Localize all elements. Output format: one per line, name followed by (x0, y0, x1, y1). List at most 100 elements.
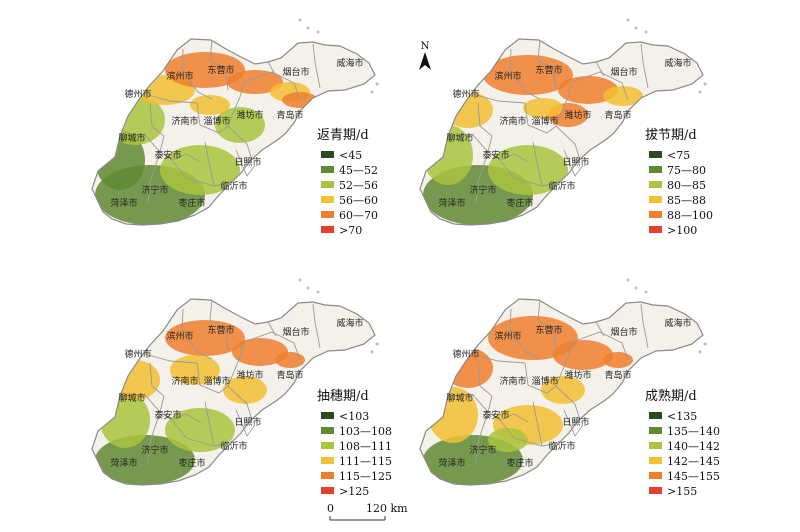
city-boundary (149, 102, 165, 153)
city-boundary (147, 411, 161, 464)
city-boundary (563, 149, 584, 177)
legend-swatch (649, 427, 662, 434)
city-boundary (447, 394, 529, 423)
city-label: 菏泽市 (438, 197, 465, 209)
legend-jointing: 拔节期/d <75 75—80 80—85 85—88 88—100 >100 (645, 128, 713, 237)
city-label: 济宁市 (469, 444, 496, 456)
city-boundary (227, 385, 253, 421)
city-boundary (243, 71, 301, 101)
city-boundary (571, 71, 629, 101)
scale-bar: 0 120 km (327, 502, 408, 521)
city-boundary (563, 409, 584, 437)
island (626, 278, 630, 282)
class-patch (170, 355, 220, 385)
city-boundary (475, 151, 489, 204)
island (370, 350, 374, 354)
city-boundary (524, 81, 573, 134)
city-boundary (555, 385, 581, 421)
city-boundary (209, 39, 229, 91)
city-label: 青岛市 (276, 109, 303, 121)
class-patch (165, 408, 235, 452)
class-patch (232, 338, 288, 366)
city-label: 滨州市 (166, 330, 193, 342)
city-label: 淄博市 (531, 375, 558, 387)
city-boundary (595, 321, 605, 337)
city-label: 东营市 (207, 64, 234, 76)
north-arrow: N (419, 41, 431, 70)
city-label: 烟台市 (282, 326, 309, 338)
city-label: 淄博市 (203, 115, 230, 127)
city-label: 济宁市 (469, 184, 496, 196)
legend-label: 80—85 (667, 179, 706, 192)
legend-swatch (649, 211, 662, 218)
city-label: 济南市 (171, 375, 198, 387)
city-boundary (312, 303, 321, 349)
city-label: 临沂市 (548, 180, 575, 192)
city-label: 潍坊市 (236, 109, 263, 121)
legend-label: 111—115 (339, 455, 392, 468)
city-label: 济南市 (499, 115, 526, 127)
legend-return-green: 返青期/d <45 45—52 52—56 56—60 60—70 >70 (317, 128, 378, 237)
city-label: 泰安市 (154, 409, 181, 421)
city-label: 聊城市 (446, 132, 473, 144)
city-boundary (499, 159, 560, 187)
city-label: 日照市 (562, 416, 589, 428)
city-label: 菏泽市 (438, 457, 465, 469)
legend-label: <103 (339, 410, 369, 423)
city-boundary (149, 362, 165, 413)
city-boundary (227, 125, 253, 161)
class-patch (215, 107, 265, 143)
city-boundary (640, 303, 649, 349)
class-patch (553, 340, 613, 370)
city-boundary (537, 299, 557, 351)
legend-label: 45—52 (339, 164, 378, 177)
class-patch (227, 70, 283, 94)
city-boundary (312, 43, 321, 89)
city-boundary (509, 48, 541, 100)
island (298, 18, 302, 22)
city-label: 聊城市 (446, 392, 473, 404)
city-label: 聊城市 (118, 392, 145, 404)
city-boundary (119, 134, 201, 163)
class-patch (541, 376, 585, 404)
class-patch (165, 320, 245, 356)
city-label: 滨州市 (166, 70, 193, 82)
island (316, 290, 320, 294)
legend-label: 135—140 (667, 425, 720, 438)
city-label: 德州市 (452, 348, 479, 360)
city-label: 日照市 (234, 156, 261, 168)
legend-swatch (649, 226, 662, 233)
legend-label: >100 (667, 224, 697, 237)
city-boundaries (447, 299, 649, 464)
island (306, 26, 310, 30)
city-label: 济南市 (171, 115, 198, 127)
scale-end-label: 120 km (366, 502, 408, 515)
class-patch (558, 76, 618, 104)
city-label: 潍坊市 (236, 369, 263, 381)
city-boundary (204, 141, 215, 187)
island (626, 18, 630, 22)
province-boundary (91, 298, 376, 486)
city-label: 临沂市 (220, 440, 247, 452)
city-boundary (196, 81, 245, 134)
legend-swatch (649, 457, 662, 464)
city-boundary (509, 308, 541, 360)
island (634, 26, 638, 30)
city-boundary (595, 61, 605, 77)
legend-swatch (321, 226, 334, 233)
legend-label: 145—155 (667, 470, 720, 483)
class-patch (603, 352, 633, 368)
city-boundary (204, 401, 215, 447)
city-label: 威海市 (664, 57, 691, 69)
legend-swatch (321, 427, 334, 434)
island (634, 286, 638, 290)
legend-title: 返青期/d (317, 128, 369, 143)
island (698, 350, 702, 354)
island (375, 82, 379, 86)
legend-label: >155 (667, 485, 697, 498)
